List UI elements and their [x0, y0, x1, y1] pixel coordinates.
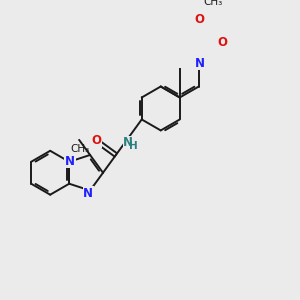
Text: O: O	[195, 13, 205, 26]
Text: H: H	[129, 141, 138, 151]
Text: CH₃: CH₃	[203, 0, 223, 7]
Text: O: O	[217, 36, 227, 49]
Text: N: N	[65, 155, 75, 168]
Text: N: N	[123, 136, 133, 149]
Text: N: N	[83, 187, 93, 200]
Text: O: O	[91, 134, 101, 147]
Text: N: N	[195, 57, 205, 70]
Text: CH₃: CH₃	[70, 144, 89, 154]
